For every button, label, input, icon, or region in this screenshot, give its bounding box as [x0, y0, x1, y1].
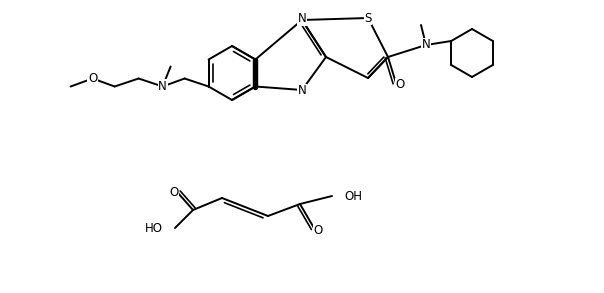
Text: N: N [298, 84, 306, 98]
Text: OH: OH [344, 190, 362, 202]
Text: O: O [169, 185, 179, 198]
Text: O: O [88, 72, 97, 85]
Text: N: N [422, 38, 431, 52]
Text: HO: HO [145, 222, 163, 236]
Text: S: S [364, 11, 371, 25]
Text: O: O [313, 224, 323, 236]
Text: N: N [298, 13, 306, 25]
Text: N: N [158, 80, 167, 93]
Text: O: O [396, 79, 405, 91]
